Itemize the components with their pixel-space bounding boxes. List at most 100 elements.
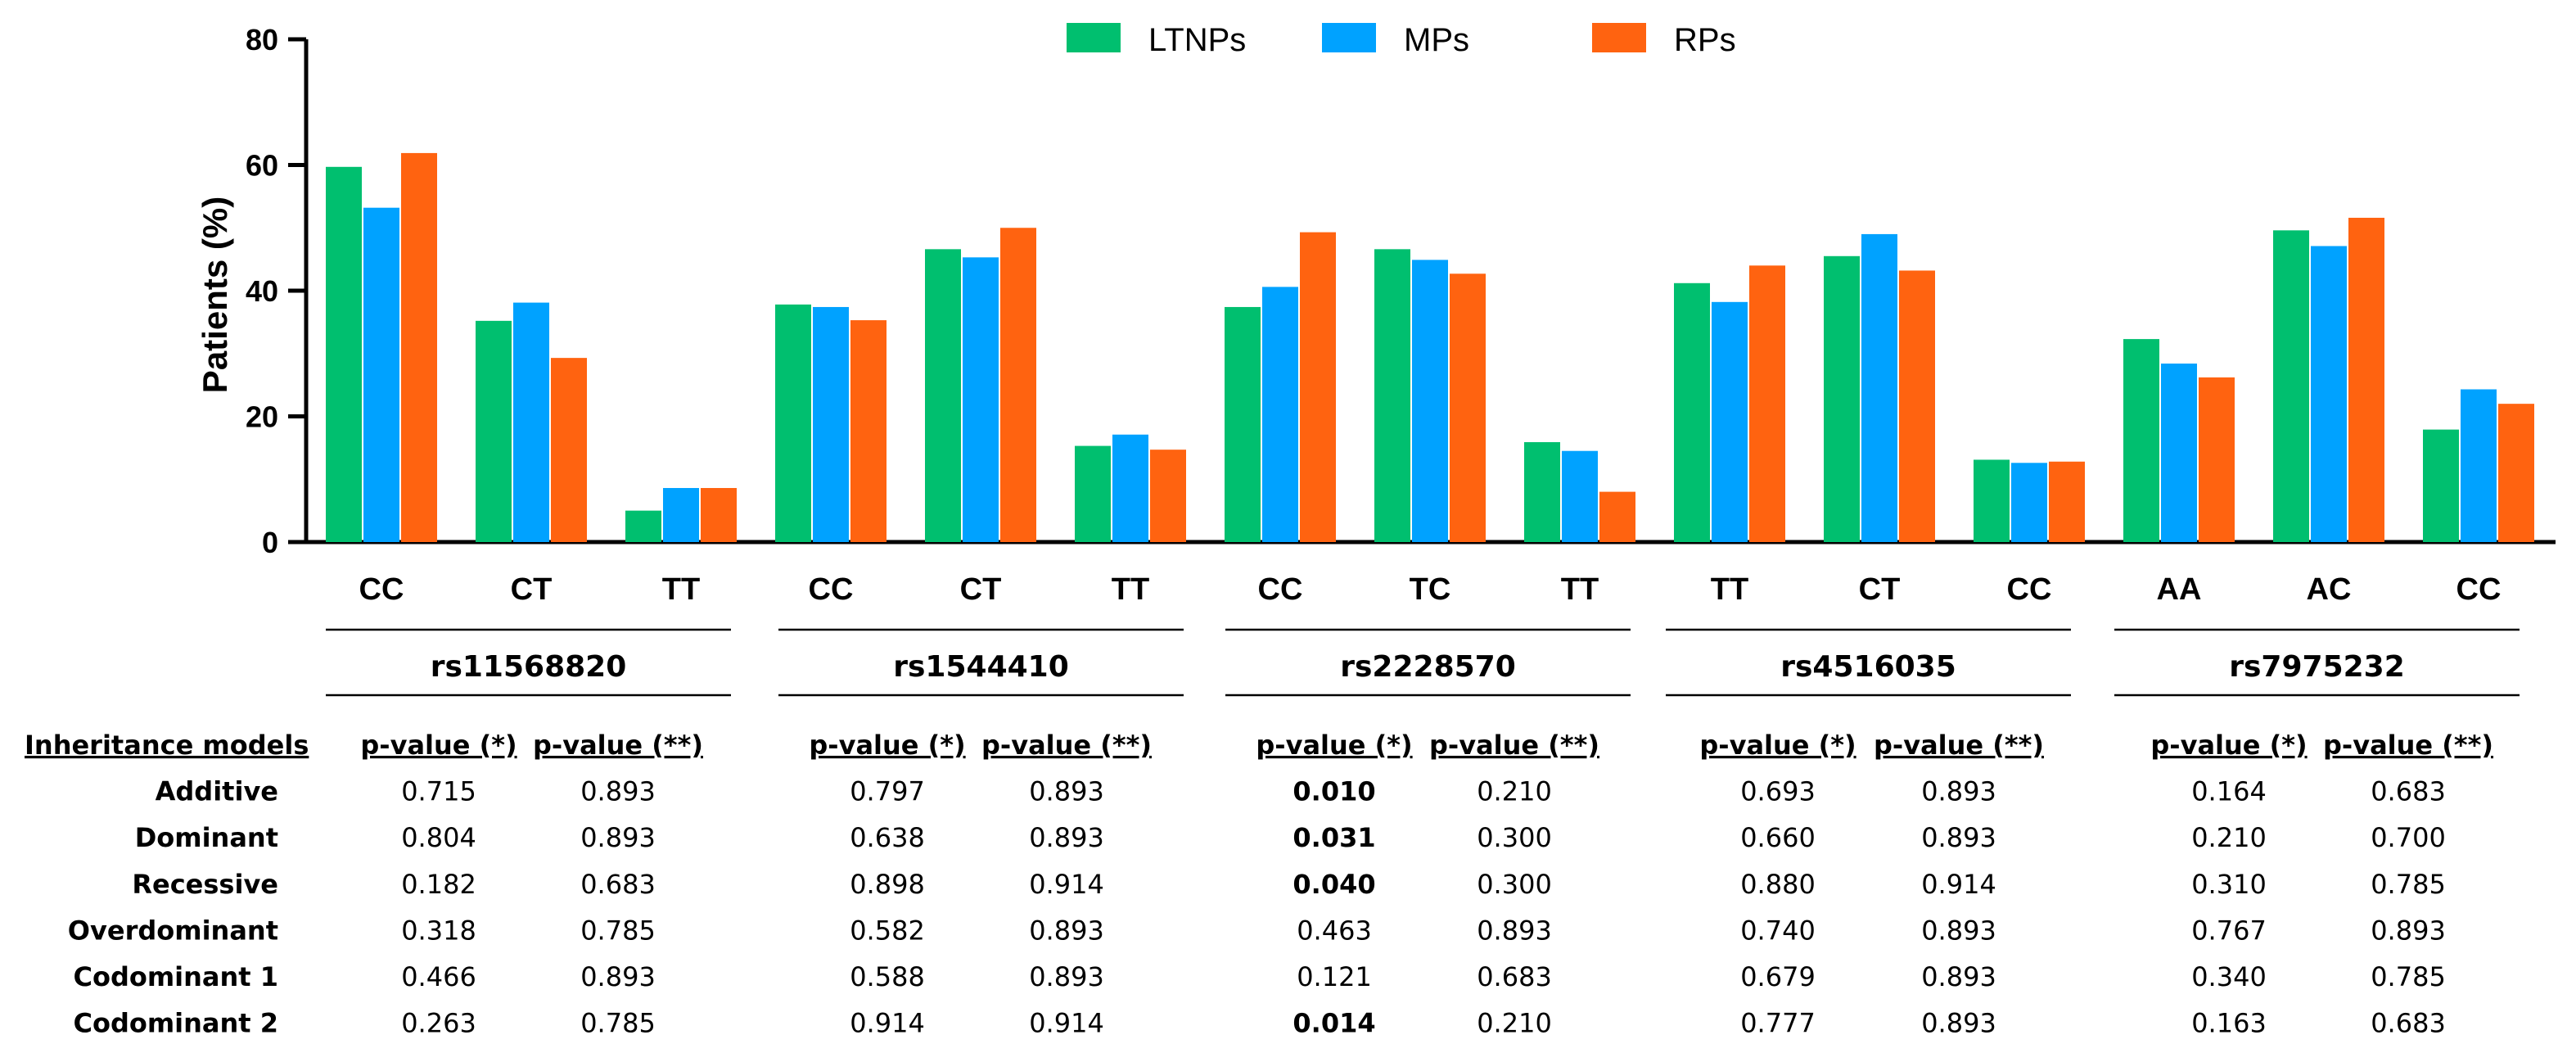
legend-swatch-mps <box>1322 23 1376 52</box>
table-cell-p1-rs7975232: 0.164 <box>2191 776 2267 807</box>
snp-label-rs11568820: rs11568820 <box>431 650 627 684</box>
table-cell-p1-rs4516035: 0.880 <box>1740 869 1816 900</box>
bar-rps-rs1544410-cc <box>850 320 886 542</box>
table-cell-p2-rs11568820: 0.785 <box>580 1008 656 1039</box>
genotype-label-rs4516035-ct: CT <box>1859 572 1901 607</box>
table-cell-p2-rs4516035: 0.893 <box>1921 915 1996 946</box>
table-cell-p1-rs7975232: 0.163 <box>2191 1008 2267 1039</box>
bar-rps-rs4516035-ct <box>1899 270 1935 542</box>
table-cell-p2-rs1544410: 0.893 <box>1029 776 1104 807</box>
table-cell-p2-rs7975232: 0.700 <box>2371 822 2446 853</box>
table-cell-p1-rs4516035: 0.740 <box>1740 915 1816 946</box>
y-tick-label: 0 <box>262 526 278 559</box>
genotype-label-rs7975232-ac: AC <box>2307 572 2352 607</box>
table-cell-p1-rs7975232: 0.210 <box>2191 822 2267 853</box>
bar-mps-rs11568820-ct <box>513 302 549 542</box>
bar-mps-rs11568820-cc <box>363 207 399 542</box>
table-cell-p2-rs1544410: 0.893 <box>1029 822 1104 853</box>
genotype-label-rs2228570-tt: TT <box>1561 572 1599 607</box>
table-cell-p1-rs11568820: 0.263 <box>401 1008 476 1039</box>
table-cell-p2-rs7975232: 0.893 <box>2371 915 2446 946</box>
genotype-label-rs2228570-tc: TC <box>1410 572 1451 607</box>
bar-ltnps-rs1544410-tt <box>1075 445 1111 542</box>
table-cell-p2-rs11568820: 0.893 <box>580 776 656 807</box>
table-col-header-p1-rs11568820: p-value (*) <box>360 730 517 761</box>
bar-rps-rs11568820-cc <box>401 152 437 543</box>
table-cell-p1-rs11568820: 0.804 <box>401 822 476 853</box>
table-cell-p1-rs1544410: 0.588 <box>850 961 925 992</box>
bar-rps-rs4516035-tt <box>1749 265 1785 542</box>
table-cell-p2-rs4516035: 0.893 <box>1921 822 1996 853</box>
bar-ltnps-rs4516035-cc <box>1974 459 2010 542</box>
bar-mps-rs7975232-aa <box>2161 364 2197 542</box>
bar-rps-rs2228570-tc <box>1450 273 1486 542</box>
bar-mps-rs4516035-ct <box>1861 233 1897 542</box>
bar-mps-rs2228570-tt <box>1562 450 1598 542</box>
table-cell-p1-rs2228570: 0.014 <box>1293 1008 1375 1039</box>
y-tick-label: 60 <box>246 149 278 183</box>
genotype-label-rs7975232-aa: AA <box>2157 572 2202 607</box>
bar-rps-rs11568820-tt <box>701 487 737 542</box>
table-cell-p2-rs11568820: 0.893 <box>580 961 656 992</box>
snp-label-rs7975232: rs7975232 <box>2229 650 2405 684</box>
genotype-label-rs1544410-tt: TT <box>1112 572 1149 607</box>
table-cell-p2-rs1544410: 0.893 <box>1029 915 1104 946</box>
bar-rps-rs7975232-aa <box>2199 377 2235 542</box>
table-cell-p1-rs7975232: 0.767 <box>2191 915 2267 946</box>
bar-ltnps-rs2228570-tt <box>1524 441 1560 542</box>
table-col-header-p2-rs2228570: p-value (**) <box>1429 730 1599 761</box>
y-tick-label: 80 <box>246 23 278 56</box>
bar-rps-rs7975232-cc <box>2498 404 2534 542</box>
genotype-label-rs1544410-cc: CC <box>809 572 854 607</box>
bar-mps-rs7975232-ac <box>2311 246 2347 542</box>
table-row-label: Additive <box>156 776 278 807</box>
legend-label-rps: RPs <box>1674 22 1736 58</box>
table-row-label: Recessive <box>132 869 278 900</box>
bar-mps-rs2228570-cc <box>1262 287 1298 542</box>
bar-rps-rs2228570-cc <box>1300 232 1336 542</box>
table-cell-p2-rs7975232: 0.785 <box>2371 961 2446 992</box>
bar-mps-rs4516035-cc <box>2011 463 2047 542</box>
table-cell-p1-rs7975232: 0.340 <box>2191 961 2267 992</box>
table-col-header-p1-rs1544410: p-value (*) <box>809 730 965 761</box>
bar-ltnps-rs4516035-ct <box>1824 255 1860 542</box>
snp-label-rs4516035: rs4516035 <box>1780 650 1956 684</box>
bar-mps-rs7975232-cc <box>2461 389 2497 542</box>
table-cell-p1-rs2228570: 0.463 <box>1297 915 1372 946</box>
bar-ltnps-rs1544410-ct <box>925 249 961 542</box>
genotype-label-rs11568820-tt: TT <box>662 572 700 607</box>
table-cell-p2-rs11568820: 0.683 <box>580 869 656 900</box>
table-cell-p1-rs1544410: 0.582 <box>850 915 925 946</box>
snp-label-rs2228570: rs2228570 <box>1340 650 1516 684</box>
table-cell-p1-rs4516035: 0.777 <box>1740 1008 1816 1039</box>
table-cell-p1-rs2228570: 0.031 <box>1293 822 1375 853</box>
legend-label-mps: MPs <box>1404 22 1469 58</box>
table-cell-p2-rs11568820: 0.785 <box>580 915 656 946</box>
table-cell-p2-rs4516035: 0.893 <box>1921 961 1996 992</box>
genotype-label-rs11568820-ct: CT <box>511 572 553 607</box>
table-row-label: Codominant 1 <box>73 961 278 992</box>
table-col-header-p2-rs1544410: p-value (**) <box>981 730 1152 761</box>
bar-mps-rs4516035-tt <box>1712 301 1748 542</box>
bar-rps-rs11568820-ct <box>551 358 587 542</box>
table-cell-p2-rs4516035: 0.893 <box>1921 776 1996 807</box>
table-cell-p2-rs2228570: 0.893 <box>1477 915 1552 946</box>
table-cell-p1-rs2228570: 0.121 <box>1297 961 1372 992</box>
y-axis-label: Patients (%) <box>196 197 234 393</box>
bar-rps-rs2228570-tt <box>1599 491 1635 542</box>
table-row-header: Inheritance models <box>25 730 309 761</box>
table-cell-p2-rs2228570: 0.683 <box>1477 961 1552 992</box>
table-cell-p2-rs1544410: 0.914 <box>1029 1008 1104 1039</box>
table-cell-p1-rs2228570: 0.040 <box>1293 869 1375 900</box>
bar-ltnps-rs7975232-cc <box>2423 429 2459 542</box>
table-cell-p1-rs11568820: 0.715 <box>401 776 476 807</box>
table-cell-p2-rs2228570: 0.210 <box>1477 1008 1552 1039</box>
legend-label-ltnps: LTNPs <box>1148 22 1246 58</box>
table-cell-p2-rs4516035: 0.914 <box>1921 869 1996 900</box>
table-cell-p1-rs1544410: 0.797 <box>850 776 925 807</box>
table-cell-p1-rs4516035: 0.660 <box>1740 822 1816 853</box>
table-cell-p1-rs4516035: 0.679 <box>1740 961 1816 992</box>
table-cell-p1-rs4516035: 0.693 <box>1740 776 1816 807</box>
table-cell-p2-rs2228570: 0.210 <box>1477 776 1552 807</box>
